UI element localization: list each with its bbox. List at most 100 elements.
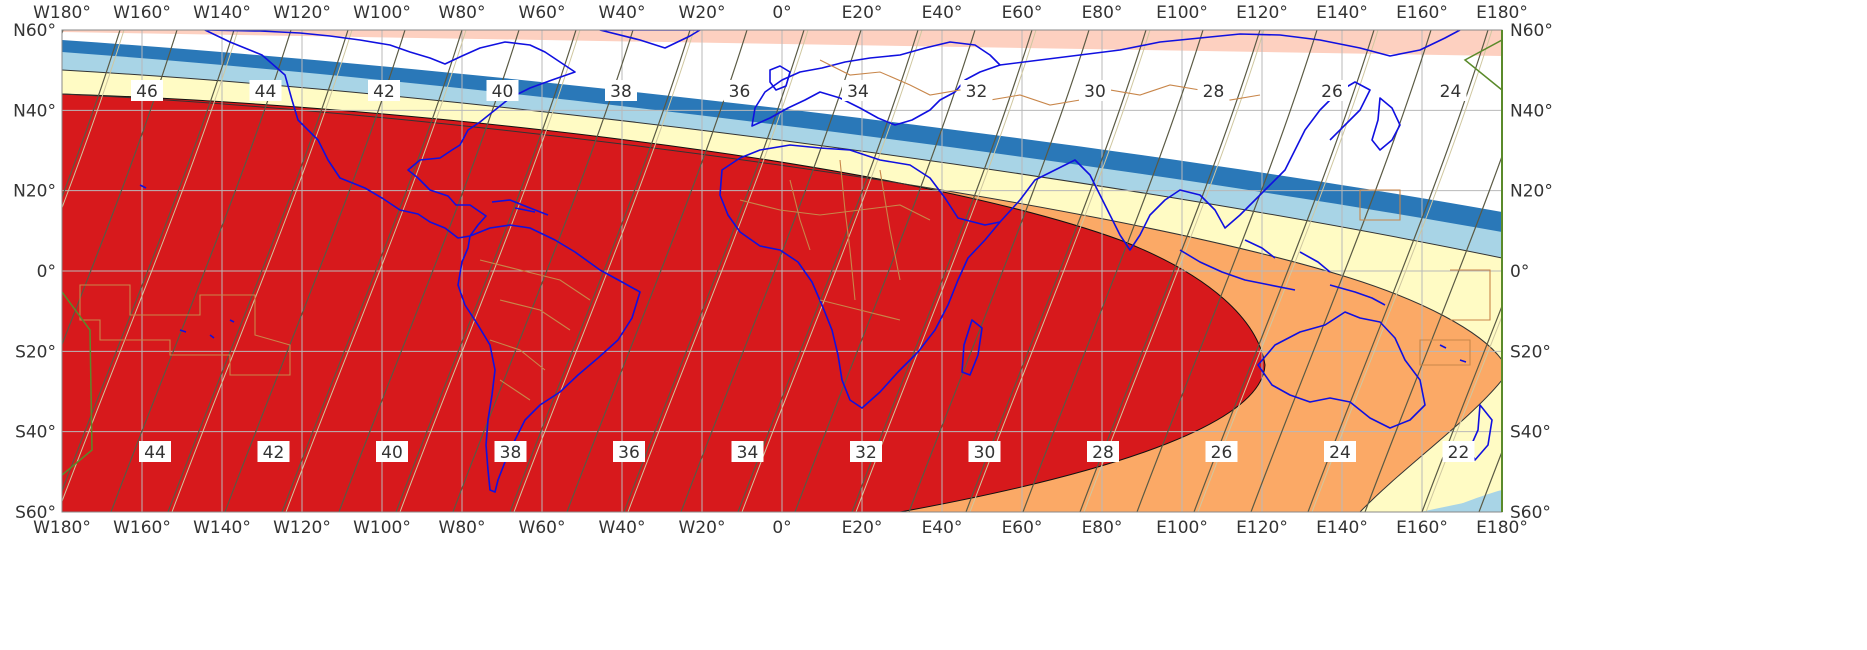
contour-label: 46 [136,82,158,102]
border-africa [739,159,931,321]
longitude-label: W100° [353,518,411,538]
border-dateline-west [62,291,93,476]
longitude-label: W160° [113,3,171,23]
contour-label-box [131,80,163,101]
contour-label: 30 [974,443,996,463]
coast-new-zealand [1469,404,1493,461]
moon-altitude-line [281,30,463,512]
moon-altitude-line [623,30,805,512]
contour-label-box [1197,80,1230,101]
lower-contour-labels: 44 42 40 38 36 34 32 30 28 26 24 22 [139,441,1475,463]
coast-south-america [457,224,641,493]
moon-altitude-line [1650,30,1830,512]
latitude-label: N40° [1510,101,1553,121]
country-borders [62,39,1502,476]
contour-label-box [368,80,400,101]
longitude-label: 0° [772,3,791,23]
longitude-label: E100° [1156,518,1208,538]
longitude-label: E120° [1236,518,1288,538]
graticule [62,30,1502,512]
moon-altitude-line-secondary [285,30,467,512]
border-dateline-east [1463,39,1502,91]
moon-altitude-line-secondary [399,30,581,512]
longitude-label: E160° [1396,518,1448,538]
contour-label-box [850,441,882,462]
upper-contour-labels: 46 44 42 40 38 36 34 32 30 28 26 24 [131,80,1467,102]
contour-label: 38 [610,82,632,102]
contour-label-box [494,441,527,462]
latitude-label: S40° [15,423,56,443]
moon-altitude-line [1707,30,1867,512]
map-plot-area [0,30,1867,512]
moon-altitude-line-secondary [1540,30,1720,512]
moon-altitude-line-secondary [513,30,695,512]
boundary-line [62,93,1502,361]
longitude-label: E180° [1476,518,1528,538]
longitude-label: E140° [1316,3,1368,23]
coast-uk [769,65,791,91]
longitude-label: E180° [1476,3,1528,23]
zone-bottom-light-blue [1440,490,1502,512]
contour-label-box [960,80,993,101]
coast-madagascar [961,319,983,376]
border-pacific-eez-east [1359,189,1491,366]
longitude-label: E40° [922,3,963,23]
longitude-label: E40° [922,518,963,538]
contour-label: 36 [729,82,751,102]
longitude-label: W140° [193,3,251,23]
contour-label-box [257,441,290,462]
coastlines [139,30,1493,493]
latitude-label: 0° [1510,262,1529,282]
moon-altitude-line-secondary [62,30,125,210]
longitude-label: W180° [33,3,91,23]
contour-label-box [249,80,282,101]
contour-label: 32 [966,82,988,102]
latitude-label: S40° [1510,423,1551,443]
longitude-label: E60° [1002,3,1043,23]
moon-altitude-line [1593,30,1773,512]
contour-label-box [968,441,1001,462]
longitude-label: W140° [193,518,251,538]
longitude-label: E80° [1082,3,1123,23]
moon-altitude-line-secondary [0,30,10,512]
coast-pacific-islands [139,184,1467,363]
longitude-label: W120° [273,518,331,538]
contour-label-box [723,80,756,101]
coast-caribbean [491,199,549,216]
longitude-label: E60° [1002,518,1043,538]
longitude-label: E140° [1316,518,1368,538]
contour-label-box [613,441,645,462]
contour-label-box [605,80,637,101]
moon-altitude-line-secondary [627,30,809,512]
contour-label-box [1434,80,1467,101]
coast-greenland [599,30,701,49]
longitude-label: W160° [113,518,171,538]
moon-altitude-line [167,30,349,512]
contour-label-box [376,441,408,462]
longitude-label: W120° [273,3,331,23]
contour-label: 28 [1092,443,1114,463]
longitude-label: 0° [772,518,791,538]
moon-altitude-line [0,30,6,512]
longitude-label: W40° [599,518,646,538]
longitude-label: W80° [439,3,486,23]
latitude-label: S20° [15,342,56,362]
contour-label: 38 [500,443,522,463]
moon-altitude-line [908,30,1090,512]
moon-altitude-line-secondary [741,30,923,512]
contour-label: 34 [737,443,759,463]
longitude-label: W20° [679,518,726,538]
longitude-label: W40° [599,3,646,23]
contour-label: 42 [373,82,395,102]
moon-altitude-line [1364,154,1502,512]
longitude-label: W100° [353,3,411,23]
zone-red [62,93,1266,512]
contour-label: 40 [381,443,403,463]
longitude-label: E20° [842,518,883,538]
latitude-label: N60° [1510,21,1553,41]
contour-label-box [1205,441,1238,462]
latitude-label: S60° [1510,503,1551,523]
border-pacific-eez [79,284,291,376]
moon-altitude-line [1250,30,1432,512]
